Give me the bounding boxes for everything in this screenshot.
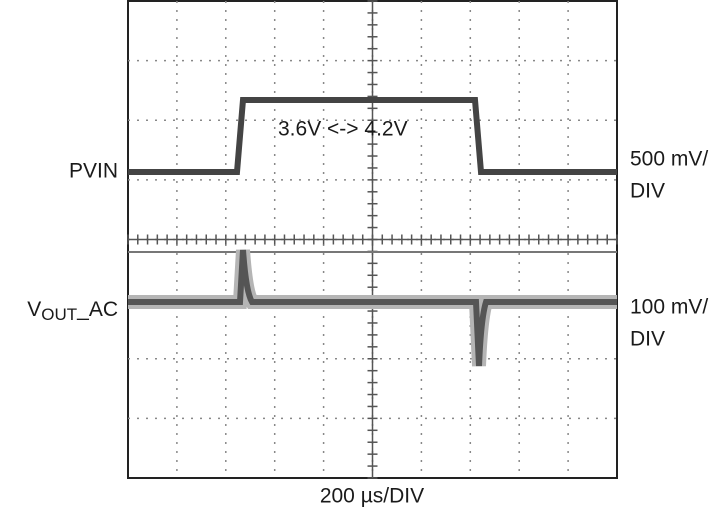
- pvin-scale: DIV: [630, 180, 665, 203]
- vout-label-main: V: [27, 298, 41, 321]
- pvin-label: PVIN: [69, 160, 118, 183]
- vout-trace: [128, 249, 617, 367]
- vout-label: VOUT_AC: [27, 298, 118, 325]
- pvin-trace: [128, 97, 617, 175]
- vout-scale: DIV: [630, 328, 665, 351]
- time-scale: 200 µs/DIV: [320, 485, 424, 508]
- vout-scale: 100 mV/: [630, 296, 708, 319]
- pvin-annotation: 3.6V <-> 4.2V: [278, 118, 408, 141]
- vout-label-sub: OUT: [41, 305, 77, 324]
- vout-label-suffix: _AC: [76, 298, 118, 321]
- pvin-scale: 500 mV/: [630, 148, 708, 171]
